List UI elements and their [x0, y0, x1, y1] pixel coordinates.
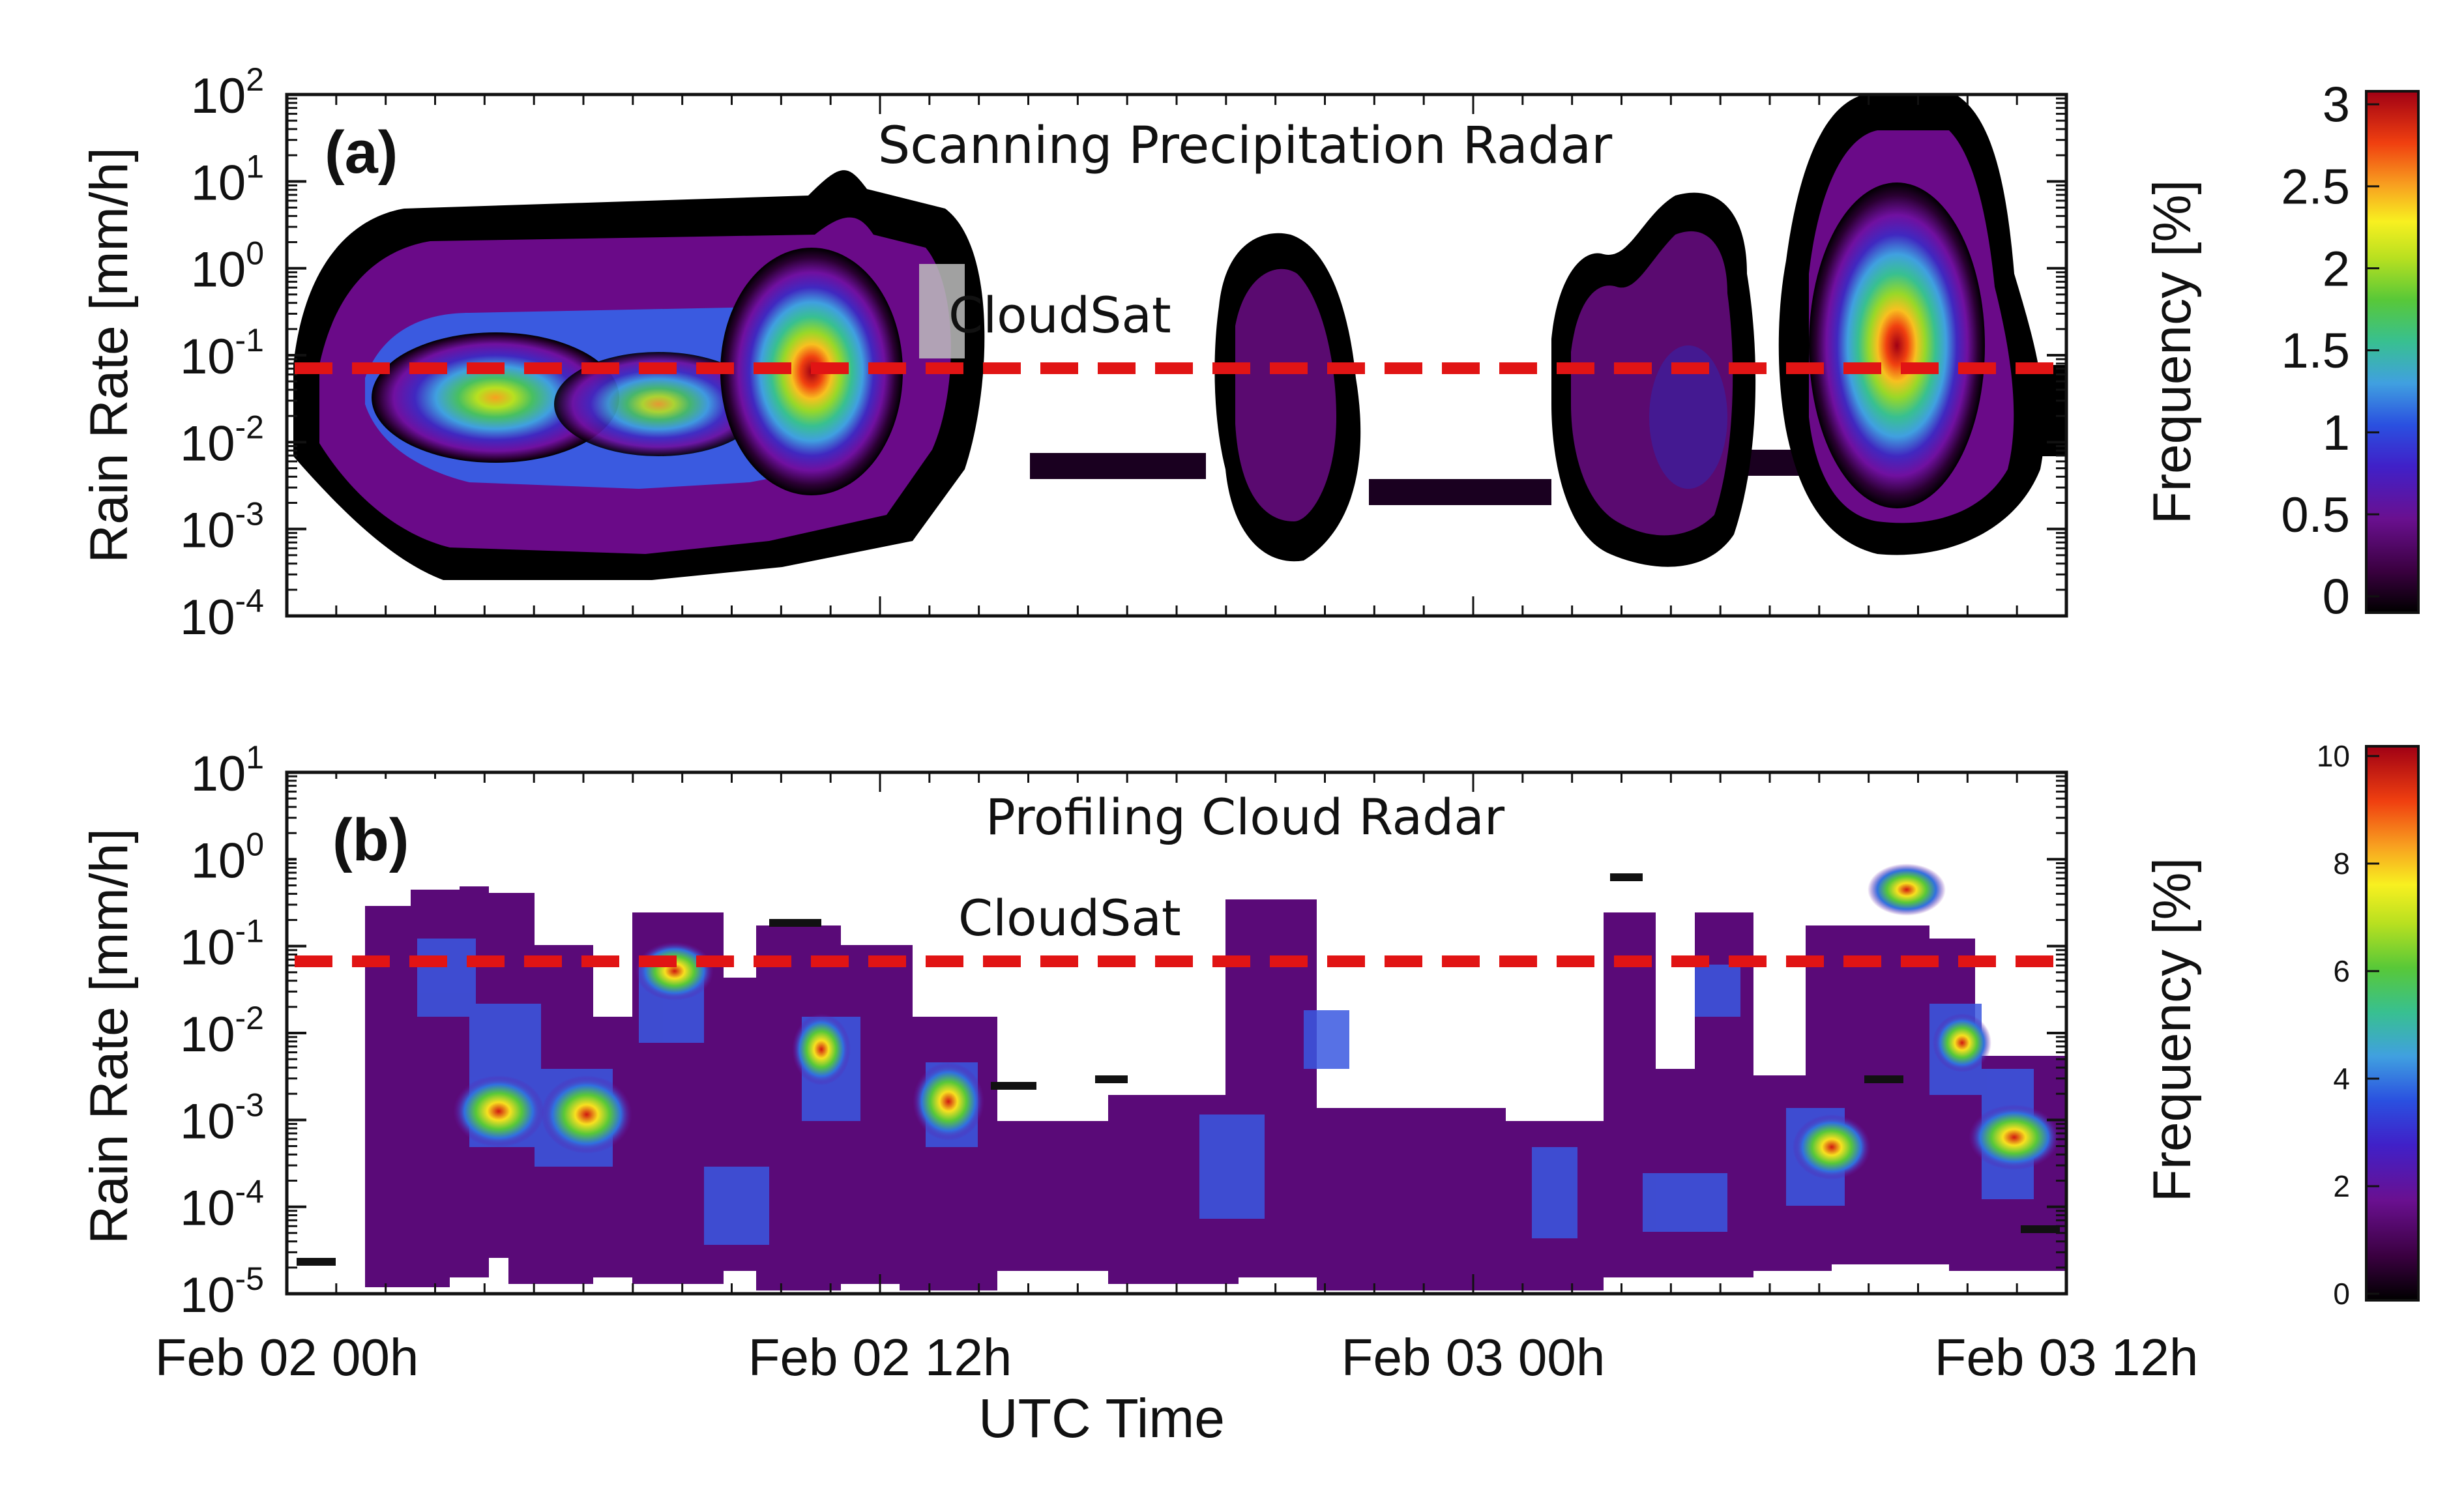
panel-a-y-tick-labels: 102 101 100 10-1 10-2 10-3 10-4	[180, 61, 264, 645]
panel-a-title: Scanning Precipitation Radar	[878, 117, 1613, 175]
y-tick-label: 10-3	[180, 496, 264, 559]
panel-b-colorbar	[2365, 745, 2420, 1302]
panel-a-label: (a)	[325, 119, 398, 186]
y-tick-label: 10-4	[180, 1174, 264, 1236]
panel-a-tail-2	[1369, 479, 1551, 505]
panel-b-colorbar-ticks: 10 8 6 4 2 0	[2317, 739, 2379, 1311]
panel-a-tail-1	[1030, 453, 1206, 479]
colorbar-tick-label: 2.5	[2281, 159, 2350, 214]
panel-a-cloudsat-label: CloudSat	[948, 286, 1171, 344]
colorbar-tick-label: 2	[2333, 1169, 2350, 1203]
colorbar-tick-label: 2	[2323, 241, 2350, 297]
x-tick-label: Feb 03 12h	[1935, 1328, 2199, 1386]
panel-b-y-tick-labels: 101 100 10-1 10-2 10-3 10-4 10-5	[180, 739, 264, 1323]
colorbar-tick-label: 0.5	[2281, 488, 2350, 543]
panel-b-axis-ticks	[286, 771, 2068, 1295]
colorbar-tick-label: 3	[2323, 78, 2350, 133]
x-axis-label: UTC Time	[978, 1388, 1225, 1449]
y-tick-label: 10-2	[180, 409, 264, 471]
panel-b-colorbar-label: Frequency [%]	[2143, 858, 2202, 1202]
colorbar-tick-label: 6	[2333, 954, 2350, 988]
y-tick-label: 102	[191, 61, 264, 124]
y-tick-label: 101	[191, 739, 264, 802]
y-tick-label: 10-5	[180, 1260, 264, 1323]
panel-b-label: (b)	[332, 807, 409, 873]
y-tick-label: 10-1	[180, 913, 264, 976]
y-tick-label: 10-3	[180, 1086, 264, 1149]
panel-a-blob-6-core	[1809, 182, 1985, 508]
y-tick-label: 10-2	[180, 1000, 264, 1062]
y-tick-label: 100	[191, 235, 264, 298]
panel-a-ylabel: Rain Rate [mm/h]	[80, 147, 139, 563]
colorbar-tick-label: 0	[2323, 570, 2350, 625]
colorbar-tick-label: 1	[2323, 405, 2350, 461]
panel-a-colorbar-ticks: 3 2.5 2 1.5 1 0.5 0	[2281, 78, 2379, 625]
panel-b-plot-area	[297, 864, 2066, 1290]
x-tick-label: Feb 03 00h	[1342, 1328, 1606, 1386]
colorbar-tick-label: 1.5	[2281, 323, 2350, 379]
panel-b-dark-strips	[297, 873, 2060, 1266]
colorbar-tick-label: 8	[2333, 847, 2350, 881]
colorbar-tick-label: 0	[2333, 1277, 2350, 1311]
x-tick-label: Feb 02 12h	[748, 1328, 1012, 1386]
panel-a-colorbar-label: Frequency [%]	[2143, 180, 2202, 525]
panel-b-title: Profiling Cloud Radar	[986, 788, 1505, 846]
colorbar-tick-label: 10	[2317, 739, 2350, 773]
panel-a-axis-ticks	[286, 93, 2068, 617]
panel-a-colorbar	[2365, 90, 2420, 614]
panel-b-ylabel: Rain Rate [mm/h]	[80, 828, 139, 1244]
x-tick-labels: Feb 02 00h Feb 02 12h Feb 03 00h Feb 03 12h	[155, 1328, 2199, 1386]
x-tick-label: Feb 02 00h	[155, 1328, 419, 1386]
panel-a-plot-area	[293, 95, 2066, 580]
panel-b-cloudsat-label: CloudSat	[958, 889, 1181, 947]
y-tick-label: 100	[191, 826, 264, 888]
y-tick-label: 10-1	[180, 322, 264, 385]
y-tick-label: 101	[191, 148, 264, 211]
colorbar-tick-label: 4	[2333, 1062, 2350, 1096]
panel-a-blob-2	[554, 352, 763, 456]
y-tick-label: 10-4	[180, 583, 264, 645]
